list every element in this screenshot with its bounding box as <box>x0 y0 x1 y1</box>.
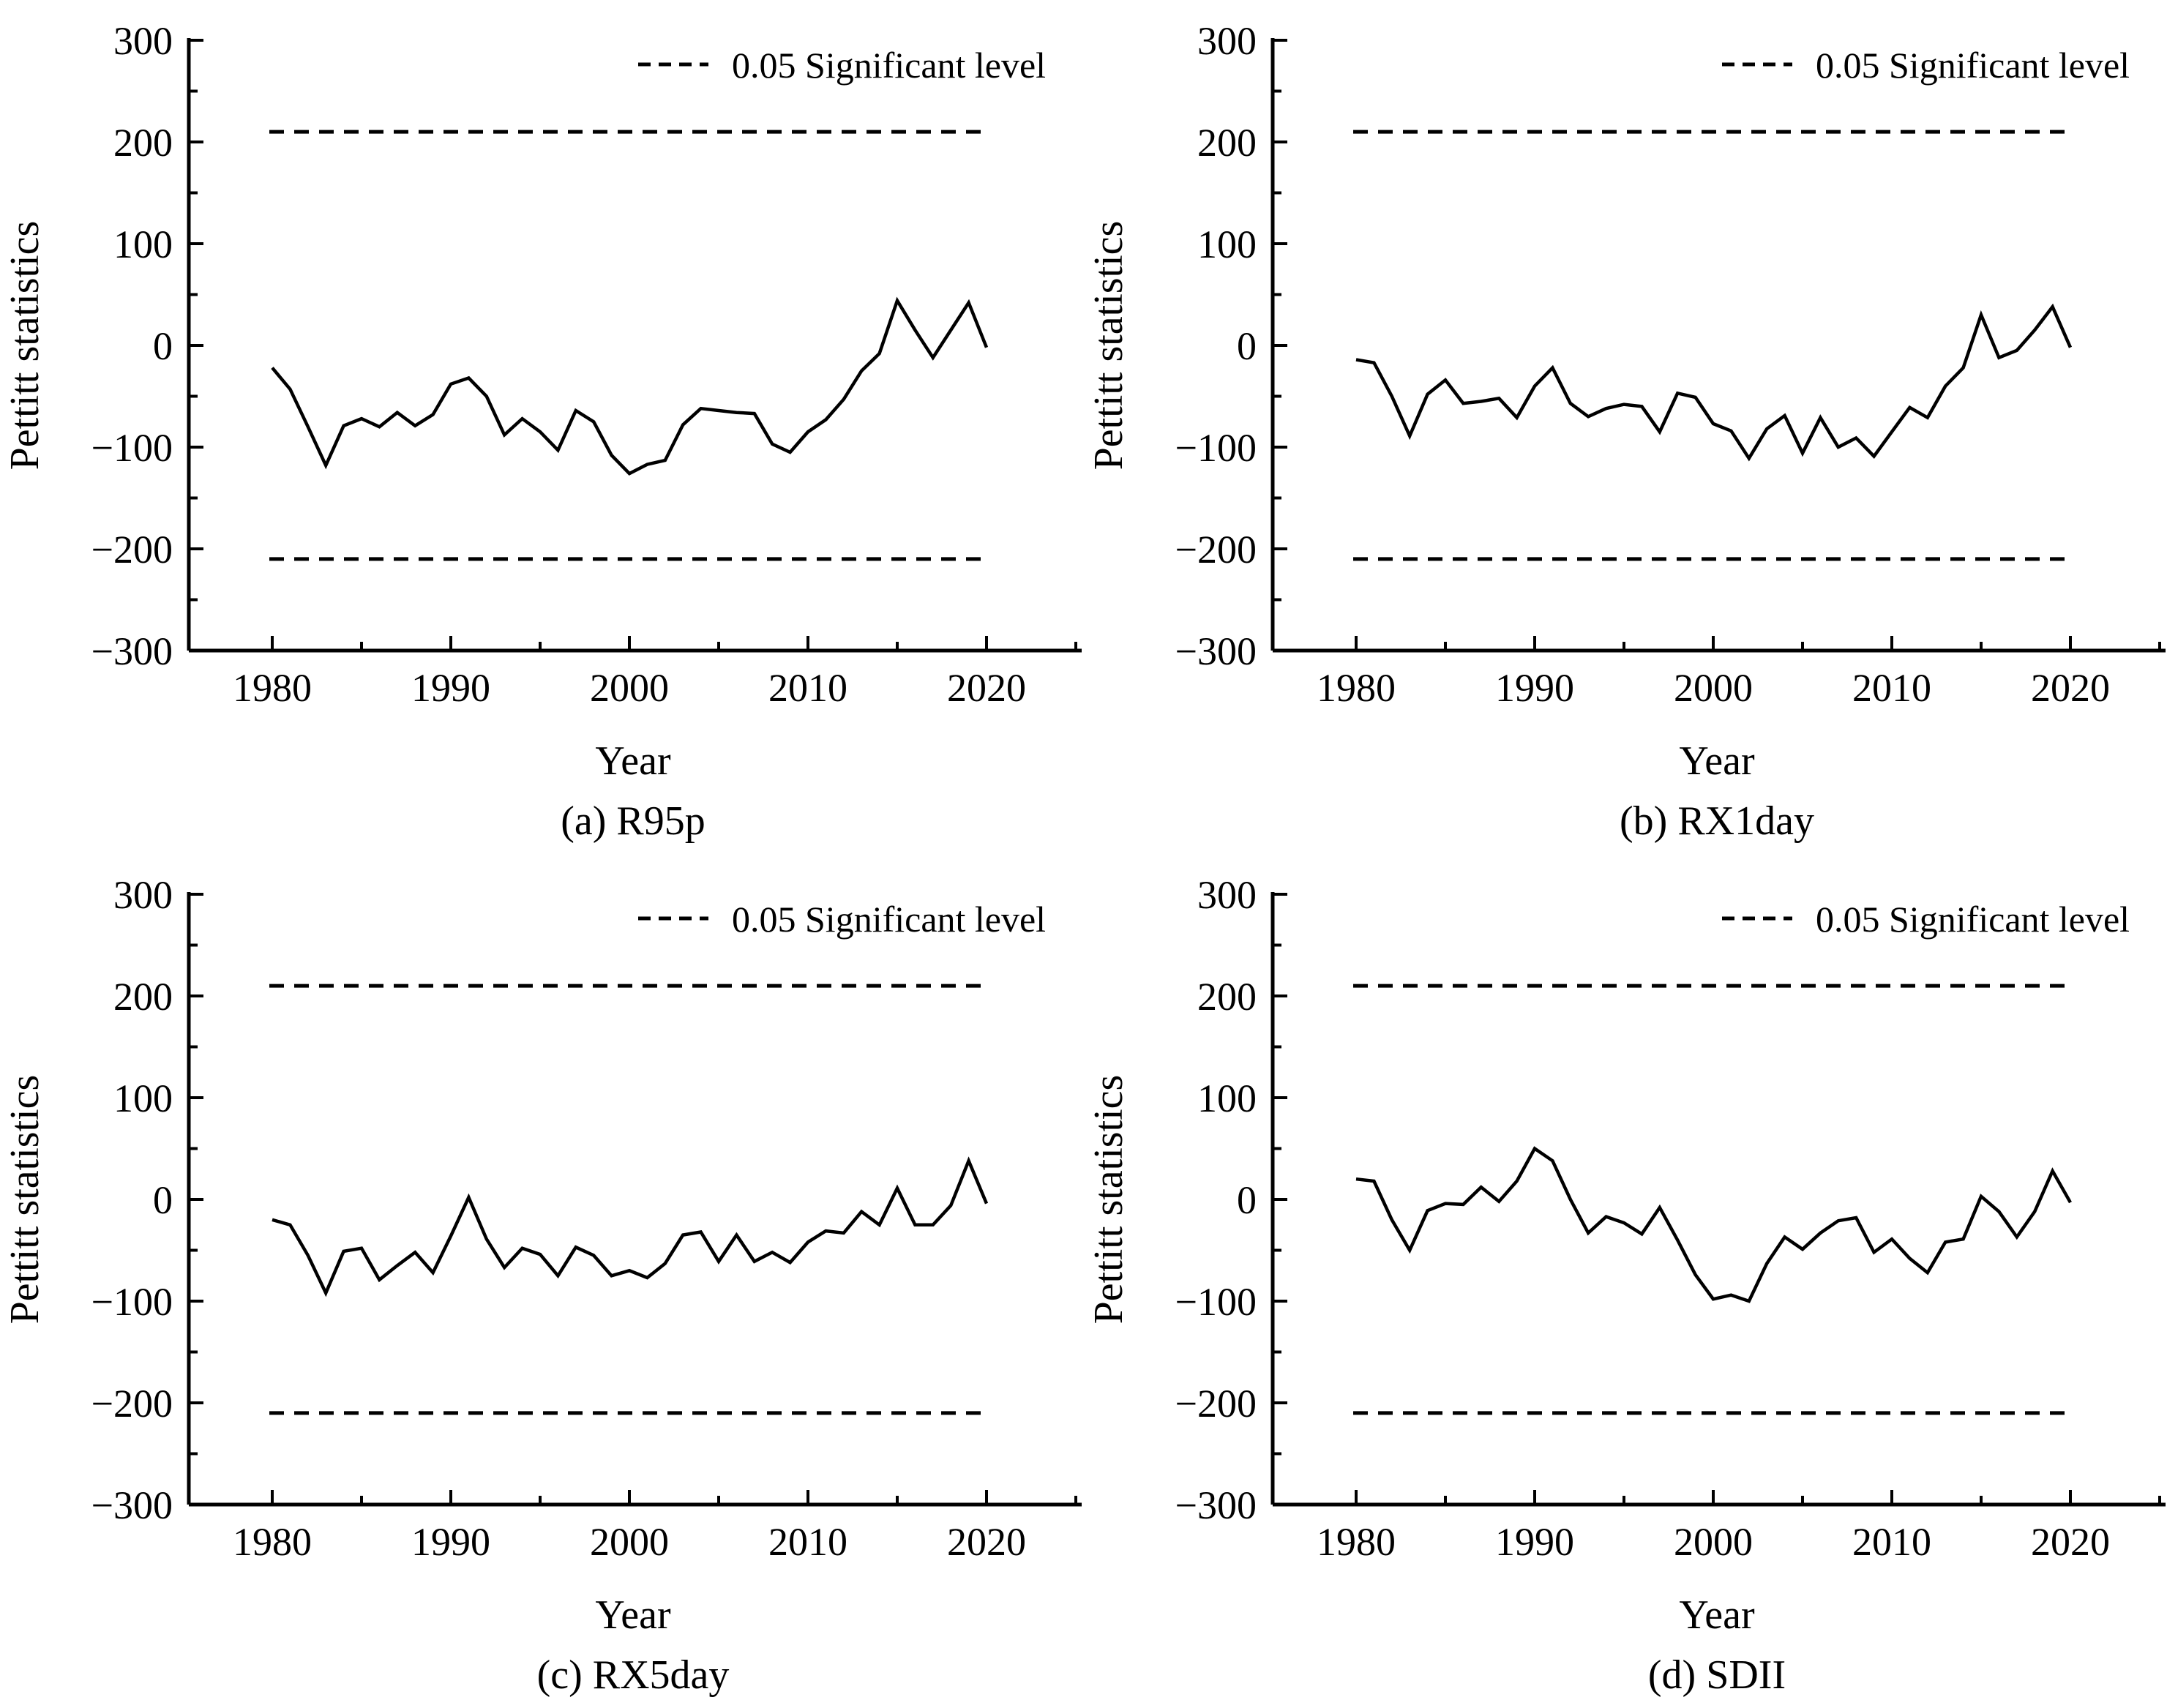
legend-label: 0.05 Significant level <box>732 45 1046 86</box>
y-tick-label: 0 <box>1237 1178 1257 1222</box>
chart-caption: (a) R95p <box>561 798 706 844</box>
y-axis-label: Pettitt statistics <box>1086 221 1131 471</box>
y-tick-label: 300 <box>113 19 173 63</box>
legend-label: 0.05 Significant level <box>1816 45 2130 86</box>
y-axis-label: Pettitt statistics <box>2 1075 48 1325</box>
y-tick-label: 100 <box>1197 1076 1257 1120</box>
legend-label: 0.05 Significant level <box>732 899 1046 940</box>
chart-r95p-canvas: 300 200 100 0 −100 −200 −300 1980 1990 2000 2010 20… <box>2 19 1082 844</box>
y-tick-label: 100 <box>1197 222 1257 266</box>
legend: 0.05 Significant level <box>1722 899 2130 940</box>
y-tick-label: 200 <box>113 975 173 1019</box>
chart-caption: (d) SDII <box>1648 1652 1786 1698</box>
y-tick-label: −300 <box>91 629 173 673</box>
x-tick-label: 2020 <box>2031 666 2110 710</box>
chart-generated-geometry: 300 200 100 0 −100 −200 −300 1980 1990 2000 2010 20… <box>91 19 1082 710</box>
series-line-r95p <box>271 296 989 476</box>
panel-rx1day: 300 200 100 0 −100 −200 −300 1980 1990 2000 2010 20… <box>1084 0 2167 854</box>
y-tick-label: 200 <box>1197 121 1257 165</box>
y-tick-label: −100 <box>91 426 173 470</box>
y-tick-label: −200 <box>1175 528 1257 572</box>
series-line-rx1day <box>1355 303 2073 462</box>
legend: 0.05 Significant level <box>1722 45 2130 86</box>
x-tick-label: 2010 <box>1852 666 1931 710</box>
series-line-sdii <box>1355 1146 2072 1303</box>
y-tick-label: 200 <box>113 121 173 165</box>
y-tick-label: −300 <box>1175 629 1257 673</box>
y-tick-label: 0 <box>1237 324 1257 368</box>
x-tick-label: 2000 <box>1674 666 1753 710</box>
y-axis-label: Pettitt statistics <box>2 221 48 471</box>
legend: 0.05 Significant level <box>638 45 1046 86</box>
y-tick-label: −100 <box>1175 426 1257 470</box>
y-tick-label: −200 <box>91 528 173 572</box>
panel-rx5day: 300 200 100 0 −100 −200 −300 1980 1990 2000 2010 20… <box>0 854 1083 1708</box>
chart-generated-geometry: 300 200 100 0 −100 −200 −300 1980 1990 2000 2010 20… <box>91 873 1082 1564</box>
y-tick-label: 0 <box>153 1178 173 1222</box>
chart-sdii-canvas: 300 200 100 0 −100 −200 −300 1980 1990 2000 2010 20… <box>1086 873 2166 1698</box>
x-tick-label: 1980 <box>1317 1520 1396 1564</box>
x-tick-label: 2020 <box>2031 1520 2110 1564</box>
x-tick-label: 1990 <box>1495 1520 1574 1564</box>
x-tick-label: 2020 <box>947 1520 1026 1564</box>
x-tick-label: 1980 <box>233 1520 312 1564</box>
chart-caption: (c) RX5day <box>537 1652 730 1698</box>
x-tick-label: 1980 <box>1317 666 1396 710</box>
x-tick-label: 2010 <box>768 666 847 710</box>
x-tick-label: 2010 <box>1852 1520 1931 1564</box>
y-tick-label: 100 <box>113 1076 173 1120</box>
chart-caption: (b) RX1day <box>1620 798 1814 844</box>
y-tick-label: −200 <box>91 1382 173 1426</box>
y-tick-label: 300 <box>1197 19 1257 63</box>
y-tick-label: −200 <box>1175 1382 1257 1426</box>
x-tick-label: 1990 <box>411 1520 490 1564</box>
chart-generated-geometry: 300 200 100 0 −100 −200 −300 1980 1990 2000 2010 20… <box>1175 873 2166 1564</box>
x-tick-label: 2000 <box>1674 1520 1753 1564</box>
x-tick-label: 2000 <box>590 666 669 710</box>
y-tick-label: 300 <box>1197 873 1257 917</box>
y-tick-label: −300 <box>91 1483 173 1527</box>
x-tick-label: 1980 <box>233 666 312 710</box>
x-axis-label: Year <box>1679 1592 1755 1638</box>
x-tick-label: 2010 <box>768 1520 847 1564</box>
panel-sdii: 300 200 100 0 −100 −200 −300 1980 1990 2000 2010 20… <box>1084 854 2167 1708</box>
x-tick-label: 2020 <box>947 666 1026 710</box>
x-axis-label: Year <box>595 738 671 784</box>
x-axis-label: Year <box>595 1592 671 1638</box>
x-tick-label: 1990 <box>411 666 490 710</box>
x-axis-label: Year <box>1679 738 1755 784</box>
x-tick-label: 2000 <box>590 1520 669 1564</box>
legend-label: 0.05 Significant level <box>1816 899 2130 940</box>
y-tick-label: 200 <box>1197 975 1257 1019</box>
y-tick-label: −100 <box>91 1280 173 1324</box>
y-tick-label: 0 <box>153 324 173 368</box>
y-tick-label: −300 <box>1175 1483 1257 1527</box>
chart-rx1day-canvas: 300 200 100 0 −100 −200 −300 1980 1990 2000 2010 20… <box>1086 19 2166 844</box>
x-tick-label: 1990 <box>1495 666 1574 710</box>
y-tick-label: −100 <box>1175 1280 1257 1324</box>
chart-rx5day-canvas: 300 200 100 0 −100 −200 −300 1980 1990 2000 2010 20… <box>2 873 1082 1698</box>
series-line-rx5day <box>272 1156 989 1297</box>
panel-r95p: 300 200 100 0 −100 −200 −300 1980 1990 2000 2010 20… <box>0 0 1083 854</box>
chart-generated-geometry: 300 200 100 0 −100 −200 −300 1980 1990 2000 2010 20… <box>1175 19 2166 710</box>
legend: 0.05 Significant level <box>638 899 1046 940</box>
y-tick-label: 300 <box>113 873 173 917</box>
y-tick-label: 100 <box>113 222 173 266</box>
y-axis-label: Pettitt statistics <box>1086 1075 1131 1325</box>
